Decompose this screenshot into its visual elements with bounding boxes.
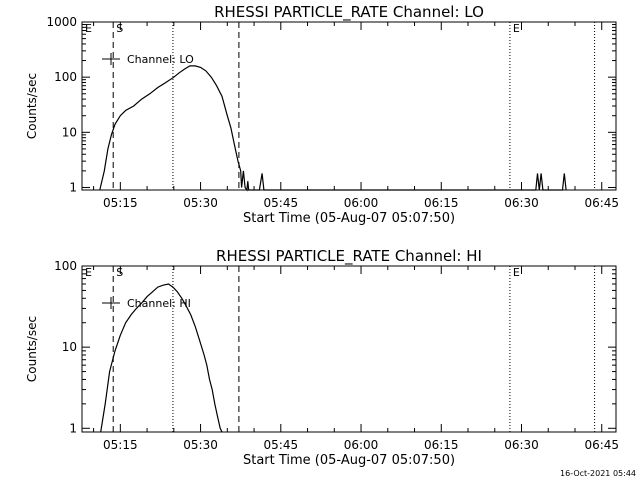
x-tick-label: 05:30	[183, 196, 218, 210]
x-axis-label: Start Time (05-Aug-07 05:07:50)	[243, 211, 455, 226]
x-tick-label: 06:45	[584, 196, 619, 210]
x-tick-label: 05:45	[264, 196, 299, 210]
y-tick-label: 1000	[46, 15, 77, 29]
plot-frame	[81, 21, 617, 191]
x-tick-label: 06:45	[584, 438, 619, 452]
event-marker-label: E	[513, 266, 520, 279]
series-line-1	[100, 283, 223, 433]
x-tick-label: 06:30	[504, 438, 539, 452]
y-tick-label: 1	[69, 180, 77, 194]
x-axis-label: Start Time (05-Aug-07 05:07:50)	[243, 453, 455, 468]
x-tick-label: 06:15	[424, 438, 459, 452]
x-tick-label: 05:15	[103, 438, 138, 452]
legend-label: Channel: LO	[127, 53, 194, 66]
x-tick-label: 06:00	[344, 196, 379, 210]
legend-label: Channel: HI	[127, 297, 191, 310]
chart-title: RHESSI PARTICLE_RATE Channel: LO	[214, 3, 484, 22]
event-marker-label: E	[513, 22, 520, 35]
x-tick-label: 05:45	[264, 438, 299, 452]
event-marker-label: E	[85, 266, 92, 279]
y-tick-label: 100	[54, 259, 77, 273]
series-line-1	[99, 65, 567, 192]
x-tick-label: 06:15	[424, 196, 459, 210]
plot-frame	[81, 265, 617, 433]
event-marker-label: S	[116, 266, 123, 279]
y-tick-label: 1	[69, 421, 77, 435]
event-marker-label: S	[116, 22, 123, 35]
x-tick-label: 06:00	[344, 438, 379, 452]
x-tick-label: 05:15	[103, 196, 138, 210]
y-tick-label: 10	[62, 340, 77, 354]
x-tick-label: 05:30	[183, 438, 218, 452]
chart-title: RHESSI PARTICLE_RATE Channel: HI	[216, 247, 482, 266]
y-tick-label: 100	[54, 70, 77, 84]
y-tick-label: 10	[62, 125, 77, 139]
y-axis-label: Counts/sec	[25, 316, 39, 382]
x-tick-label: 06:30	[504, 196, 539, 210]
y-axis-label: Counts/sec	[25, 73, 39, 139]
footer-timestamp: 16-Oct-2021 05:44	[560, 469, 636, 478]
event-marker-label: E	[85, 22, 92, 35]
